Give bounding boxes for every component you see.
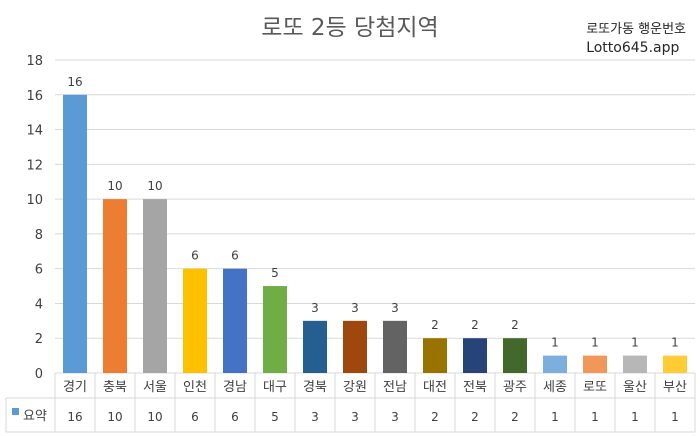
- x-tick-label: 전남: [383, 380, 407, 395]
- bar: [303, 320, 327, 373]
- bar: [663, 355, 687, 373]
- x-tick-label: 로또: [583, 380, 607, 395]
- bar: [543, 355, 567, 373]
- table-value: 2: [431, 410, 439, 424]
- bar: [423, 338, 447, 373]
- bar: [383, 320, 407, 373]
- y-tick-label: 16: [26, 89, 43, 104]
- x-tick-label: 세종: [543, 380, 567, 395]
- table-value: 5: [271, 410, 279, 424]
- x-tick-label: 경남: [223, 380, 247, 395]
- bar: [223, 268, 247, 373]
- data-label: 10: [107, 179, 122, 193]
- table-value: 3: [311, 410, 319, 424]
- bar: [183, 268, 207, 373]
- y-tick-label: 2: [35, 332, 43, 347]
- chart-title: 로또 2등 당첨지역: [261, 15, 439, 41]
- x-tick-label: 인천: [183, 380, 207, 395]
- bar: [103, 199, 127, 373]
- x-tick-label: 경북: [303, 380, 327, 395]
- table-value: 1: [671, 410, 679, 424]
- x-tick-label: 충북: [103, 380, 127, 395]
- data-label: 2: [431, 318, 439, 332]
- table-value: 6: [191, 410, 199, 424]
- x-tick-label: 울산: [623, 380, 647, 395]
- data-label: 1: [551, 336, 559, 350]
- y-tick-label: 4: [35, 297, 43, 312]
- data-label: 3: [311, 301, 319, 315]
- table-value: 2: [511, 410, 519, 424]
- y-tick-label: 6: [35, 263, 43, 278]
- x-tick-label: 강원: [343, 380, 367, 395]
- table-value: 10: [147, 410, 162, 424]
- x-tick-label: 전북: [463, 380, 487, 395]
- table-value: 1: [551, 410, 559, 424]
- legend-key: [12, 408, 19, 415]
- brand-url: Lotto645.app: [586, 40, 680, 56]
- table-value: 6: [231, 410, 239, 424]
- data-label: 3: [351, 301, 359, 315]
- brand-watermark: 로또가동 행운번호 Lotto645.app: [586, 20, 686, 58]
- brand-tagline: 로또가동 행운번호: [586, 22, 686, 37]
- table-value: 2: [471, 410, 479, 424]
- y-tick-label: 18: [26, 54, 43, 69]
- data-label: 16: [67, 75, 82, 89]
- table-value: 10: [107, 410, 122, 424]
- data-label: 3: [391, 301, 399, 315]
- table-value: 3: [391, 410, 399, 424]
- data-label: 6: [191, 249, 199, 263]
- bar: [623, 355, 647, 373]
- table-value: 3: [351, 410, 359, 424]
- x-tick-label: 대구: [263, 380, 287, 395]
- bar: [263, 286, 287, 373]
- y-tick-label: 0: [35, 367, 43, 382]
- data-label: 1: [671, 336, 679, 350]
- data-label: 1: [631, 336, 639, 350]
- x-tick-label: 경기: [63, 380, 87, 395]
- table-value: 1: [591, 410, 599, 424]
- table-value: 1: [631, 410, 639, 424]
- x-tick-label: 광주: [503, 380, 527, 395]
- table-value: 16: [67, 410, 82, 424]
- bar: [143, 199, 167, 373]
- y-tick-label: 8: [35, 228, 43, 243]
- data-label: 10: [147, 179, 162, 193]
- bar: [463, 338, 487, 373]
- data-label: 2: [511, 318, 519, 332]
- x-tick-label: 대전: [423, 380, 447, 395]
- bar: [583, 355, 607, 373]
- data-label: 6: [231, 249, 239, 263]
- legend-label: 요약: [23, 409, 47, 424]
- data-label: 5: [271, 266, 279, 280]
- data-label: 1: [591, 336, 599, 350]
- x-tick-label: 부산: [663, 380, 687, 395]
- bar: [63, 94, 87, 374]
- bar: [343, 320, 367, 373]
- y-tick-label: 10: [26, 193, 43, 208]
- bar: [503, 338, 527, 373]
- x-tick-label: 서울: [143, 380, 167, 395]
- y-tick-label: 14: [26, 124, 43, 139]
- data-label: 2: [471, 318, 479, 332]
- y-tick-label: 12: [26, 158, 43, 173]
